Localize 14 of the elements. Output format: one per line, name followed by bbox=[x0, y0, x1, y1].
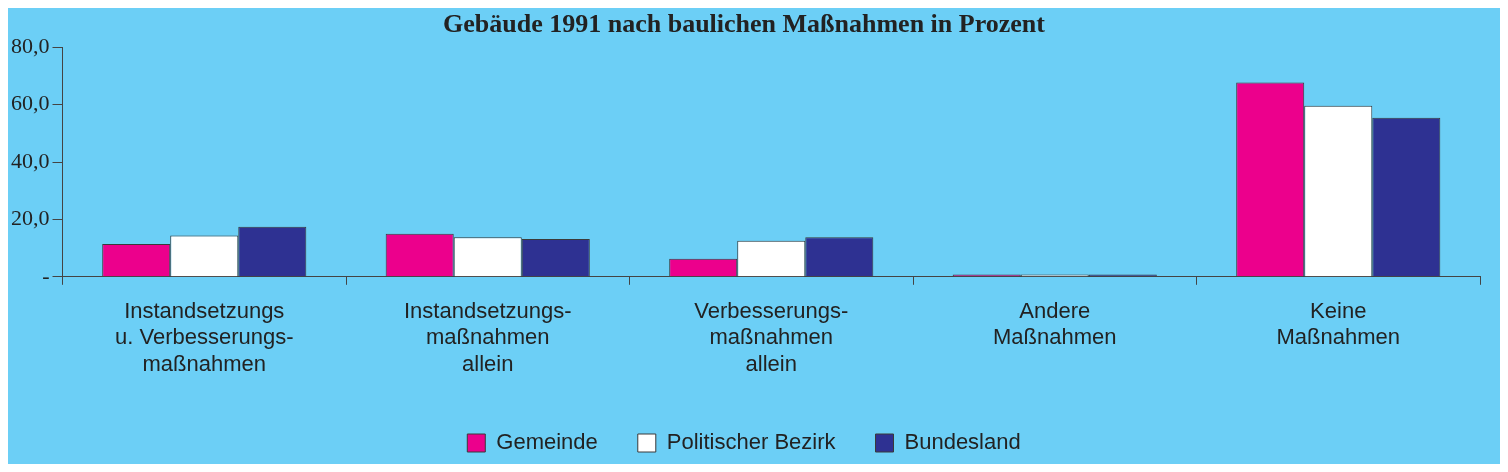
legend-label: Politischer Bezirk bbox=[666, 429, 837, 455]
x-tick-label: Instandsetzungs u. Verbesserungs- maßnahmen bbox=[114, 298, 294, 376]
x-tick-label: Andere Maßnahmen bbox=[992, 298, 1117, 350]
y-tick-label: 60,0 bbox=[11, 90, 50, 116]
y-tick-label: 20,0 bbox=[11, 205, 50, 231]
y-tick-label: - bbox=[42, 262, 50, 288]
y-tick-label: 80,0 bbox=[11, 32, 50, 58]
legend-label: Gemeinde bbox=[496, 429, 598, 455]
legend-label: Bundesland bbox=[904, 429, 1021, 455]
x-tick-label: Verbesserungs- maßnahmen allein bbox=[694, 298, 849, 376]
y-tick-label: 40,0 bbox=[11, 147, 50, 173]
chart-title: Gebäude 1991 nach baulichen Maßnahmen in Prozent bbox=[443, 9, 1046, 39]
x-tick-label: Keine Maßnahmen bbox=[1276, 298, 1401, 350]
x-tick-label: Instandsetzungs- maßnahmen allein bbox=[403, 298, 572, 376]
